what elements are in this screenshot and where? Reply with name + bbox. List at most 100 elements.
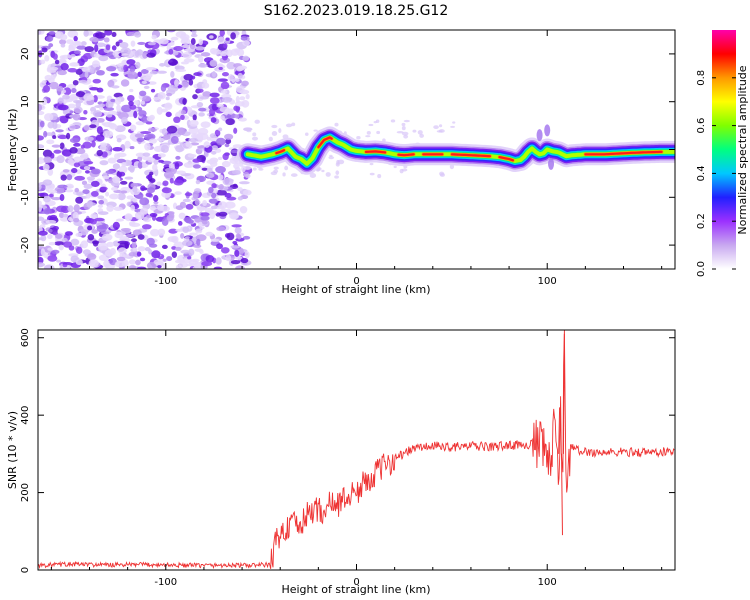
noise-speckle — [162, 180, 169, 187]
noise-speckle — [73, 162, 81, 168]
noise-speckle — [252, 132, 257, 137]
noise-speckle — [132, 247, 138, 252]
noise-speckle — [97, 195, 105, 200]
noise-speckle — [51, 144, 61, 148]
noise-speckle — [401, 125, 406, 131]
noise-speckle — [209, 133, 217, 139]
noise-speckle — [234, 114, 240, 119]
noise-speckle — [334, 175, 339, 179]
noise-speckle — [149, 228, 160, 237]
noise-speckle — [130, 124, 137, 132]
noise-speckle — [209, 59, 218, 67]
noise-speckle — [40, 248, 46, 256]
noise-speckle — [117, 240, 129, 244]
noise-speckle — [181, 240, 193, 247]
noise-speckle — [48, 241, 56, 246]
noise-speckle — [140, 185, 146, 192]
noise-speckle — [184, 236, 190, 240]
noise-speckle — [39, 120, 45, 128]
noise-speckle — [83, 183, 93, 189]
noise-speckle — [157, 153, 166, 158]
noise-speckle — [73, 204, 81, 212]
noise-speckle — [224, 133, 234, 140]
noise-speckle — [91, 60, 101, 68]
noise-speckle — [304, 132, 309, 136]
noise-speckle — [44, 55, 50, 62]
noise-speckle — [137, 234, 145, 240]
noise-speckle — [217, 156, 223, 161]
noise-speckle — [218, 211, 228, 217]
noise-speckle — [170, 135, 179, 144]
noise-speckle — [73, 142, 81, 147]
noise-speckle — [51, 249, 60, 254]
noise-speckle — [174, 259, 186, 264]
noise-speckle — [62, 213, 69, 218]
noise-speckle — [167, 85, 179, 93]
noise-speckle — [377, 174, 382, 179]
noise-speckle — [156, 70, 167, 74]
noise-speckle — [67, 205, 74, 213]
noise-speckle — [107, 79, 115, 88]
noise-speckle — [45, 219, 57, 224]
noise-speckle — [95, 134, 105, 142]
noise-speckle — [182, 198, 191, 203]
noise-speckle — [196, 132, 204, 141]
noise-speckle — [69, 125, 81, 129]
snr-background — [38, 330, 675, 570]
noise-speckle — [98, 199, 105, 205]
snr-y-tick-label: 600 — [20, 328, 31, 347]
noise-speckle — [191, 30, 197, 36]
noise-speckle — [42, 179, 53, 186]
noise-speckle — [235, 265, 245, 269]
noise-speckle — [120, 228, 131, 232]
noise-speckle — [124, 242, 130, 249]
noise-speckle — [195, 46, 205, 51]
noise-speckle — [84, 136, 94, 142]
noise-speckle — [120, 190, 128, 194]
noise-speckle — [173, 179, 184, 186]
noise-speckle — [145, 73, 153, 78]
noise-speckle — [160, 144, 169, 153]
noise-speckle — [149, 178, 156, 183]
noise-speckle — [209, 211, 216, 220]
noise-speckle — [75, 91, 86, 98]
noise-speckle — [89, 67, 95, 74]
noise-speckle — [188, 79, 194, 86]
carrier-trace-peak — [275, 149, 286, 155]
noise-speckle — [133, 31, 142, 38]
noise-speckle — [188, 232, 198, 236]
noise-speckle — [54, 59, 60, 65]
noise-speckle — [206, 136, 211, 141]
noise-speckle — [151, 34, 157, 40]
noise-speckle — [99, 106, 104, 111]
noise-speckle — [127, 94, 135, 102]
noise-speckle — [184, 192, 193, 197]
noise-speckle — [54, 241, 65, 246]
noise-speckle — [141, 224, 152, 230]
noise-speckle — [125, 233, 135, 238]
noise-speckle — [144, 247, 151, 252]
noise-speckle — [95, 66, 100, 71]
noise-speckle — [143, 85, 150, 90]
noise-speckle — [134, 133, 145, 138]
noise-speckle — [192, 94, 198, 100]
colorbar-ticks: 0.0 0.2 0.4 0.6 0.8 — [696, 70, 736, 277]
noise-speckle — [325, 172, 331, 177]
noise-speckle — [147, 187, 156, 194]
noise-speckle — [273, 166, 279, 170]
spectrogram-y-tick-label: -20 — [20, 237, 31, 253]
noise-speckle — [196, 88, 204, 93]
noise-speckle — [83, 52, 93, 60]
noise-speckle — [59, 216, 70, 222]
noise-speckle — [216, 226, 226, 232]
noise-speckle — [161, 128, 168, 136]
noise-speckle — [105, 101, 114, 108]
noise-speckle — [161, 217, 169, 226]
spectrogram-y-tick-label: 0 — [20, 146, 31, 152]
noise-speckle — [190, 75, 196, 80]
noise-speckle — [198, 112, 205, 117]
noise-speckle — [90, 218, 97, 225]
noise-speckle — [180, 61, 189, 65]
noise-speckle — [205, 255, 215, 263]
